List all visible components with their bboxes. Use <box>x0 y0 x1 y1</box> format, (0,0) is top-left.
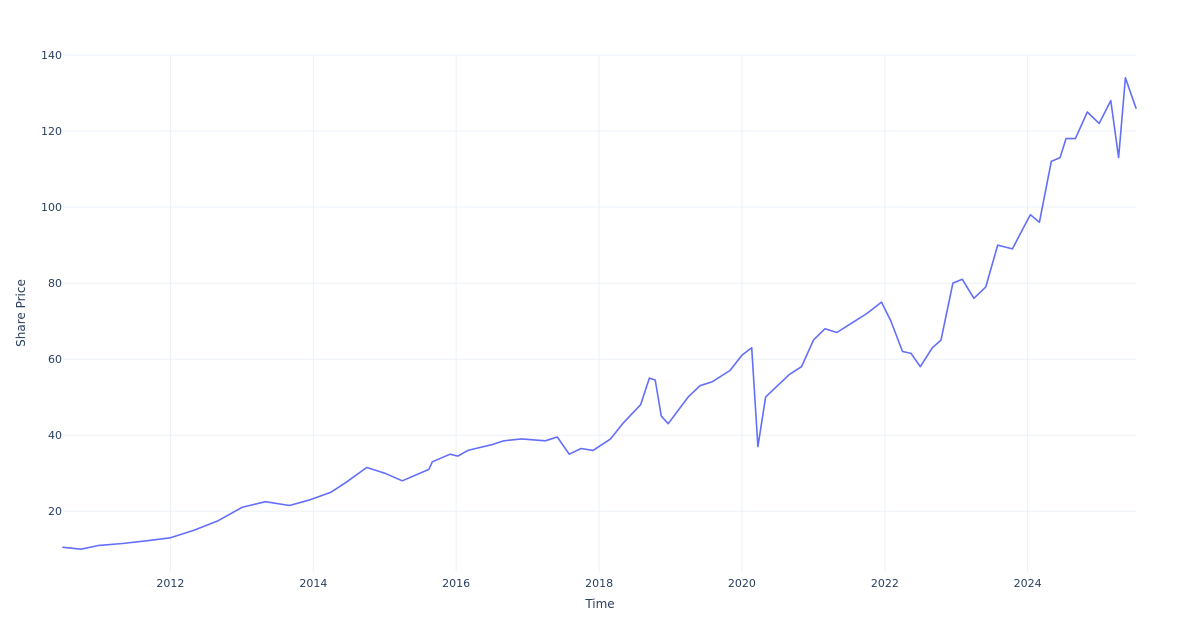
y-axis-ticks: 20 40 60 80 100 120 140 <box>41 49 62 518</box>
x-tick-label: 2024 <box>1014 577 1042 590</box>
y-tick-label: 100 <box>41 201 62 214</box>
x-axis-ticks: 2012 2014 2016 2018 2020 2022 2024 <box>156 577 1041 590</box>
x-axis-title: Time <box>584 597 614 611</box>
y-tick-label: 60 <box>48 353 62 366</box>
x-tick-label: 2020 <box>728 577 756 590</box>
y-tick-label: 140 <box>41 49 62 62</box>
y-tick-label: 120 <box>41 125 62 138</box>
y-axis-title: Share Price <box>14 279 28 347</box>
y-tick-label: 80 <box>48 277 62 290</box>
x-tick-label: 2012 <box>156 577 184 590</box>
x-tick-label: 2022 <box>871 577 899 590</box>
price-series-line <box>62 77 1137 551</box>
series-group <box>62 77 1137 551</box>
y-tick-label: 20 <box>48 505 62 518</box>
x-tick-label: 2014 <box>299 577 327 590</box>
x-tick-label: 2016 <box>442 577 470 590</box>
y-tick-label: 40 <box>48 429 62 442</box>
x-tick-label: 2018 <box>585 577 613 590</box>
grid <box>63 54 1136 572</box>
